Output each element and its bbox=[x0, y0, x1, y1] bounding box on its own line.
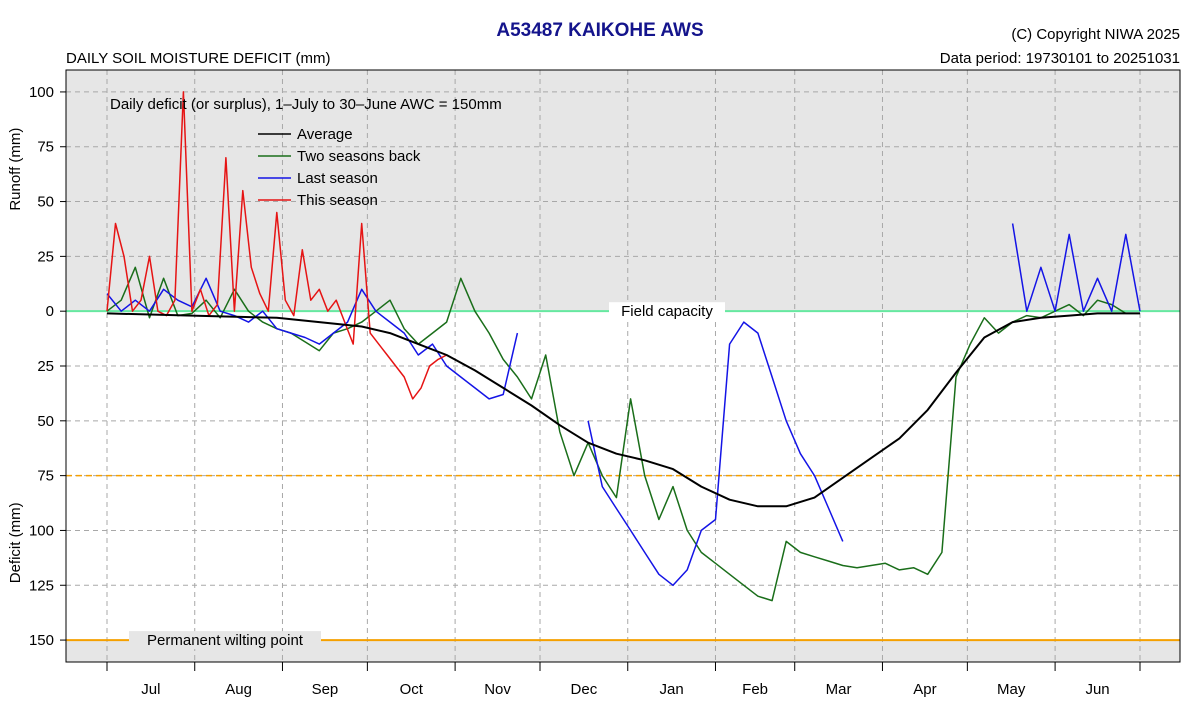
series-line-average bbox=[106, 312, 1140, 508]
month-label: Apr bbox=[913, 681, 936, 698]
month-label: Jul bbox=[141, 681, 160, 698]
wilting-label-bg bbox=[129, 631, 321, 650]
month-label: Jun bbox=[1085, 681, 1109, 698]
month-label: Oct bbox=[400, 681, 424, 698]
data-period-text: Data period: 19730101 to 20251031 bbox=[939, 50, 1180, 67]
month-label: Aug bbox=[225, 681, 252, 698]
y-tick-label: 25 bbox=[37, 248, 54, 265]
below-wilting-zone bbox=[66, 640, 1180, 662]
y-tick-label: 50 bbox=[37, 413, 54, 430]
month-label: Dec bbox=[571, 681, 598, 698]
series-line-last-season bbox=[1011, 223, 1141, 312]
y-tick-label: 50 bbox=[37, 194, 54, 211]
y-tick-label: 100 bbox=[29, 522, 54, 539]
deficit-axis-label: Deficit (mm) bbox=[7, 502, 24, 583]
y-tick-label: 25 bbox=[37, 358, 54, 375]
y-tick-label: 100 bbox=[29, 84, 54, 101]
legend-label-this-season: This season bbox=[297, 192, 378, 209]
y-tick-label: 75 bbox=[37, 139, 54, 156]
month-label: Sep bbox=[312, 681, 339, 698]
field-capacity-label: Field capacity bbox=[621, 303, 713, 320]
chart-title: A53487 KAIKOHE AWS bbox=[496, 20, 704, 41]
wilting-point-label: Permanent wilting point bbox=[147, 632, 304, 649]
surplus-zone bbox=[66, 70, 1180, 312]
y-tick-label: 150 bbox=[29, 632, 54, 649]
legend-label-last-season: Last season bbox=[297, 170, 378, 187]
y-tick-label: 0 bbox=[46, 303, 54, 320]
month-label: Feb bbox=[742, 681, 768, 698]
y-tick-label: 75 bbox=[37, 468, 54, 485]
month-label: Jan bbox=[660, 681, 684, 698]
y-tick-label: 125 bbox=[29, 577, 54, 594]
month-label: Mar bbox=[826, 681, 852, 698]
series-average bbox=[106, 312, 1140, 508]
chart-subtitle: DAILY SOIL MOISTURE DEFICIT (mm) bbox=[66, 50, 331, 67]
series-line-last-season bbox=[587, 321, 844, 587]
month-label: May bbox=[997, 681, 1026, 698]
runoff-axis-label: Runoff (mm) bbox=[7, 128, 24, 211]
chart-annotation: Daily deficit (or surplus), 1–July to 30… bbox=[110, 96, 502, 113]
field-capacity-label-bg bbox=[609, 302, 725, 321]
month-label: Nov bbox=[484, 681, 511, 698]
grid bbox=[66, 70, 1180, 662]
legend-label-average: Average bbox=[297, 126, 353, 143]
copyright-text: (C) Copyright NIWA 2025 bbox=[1011, 26, 1180, 43]
legend: Average Two seasons back Last season This s… bbox=[258, 126, 421, 209]
legend-label-two-seasons-back: Two seasons back bbox=[297, 148, 421, 165]
